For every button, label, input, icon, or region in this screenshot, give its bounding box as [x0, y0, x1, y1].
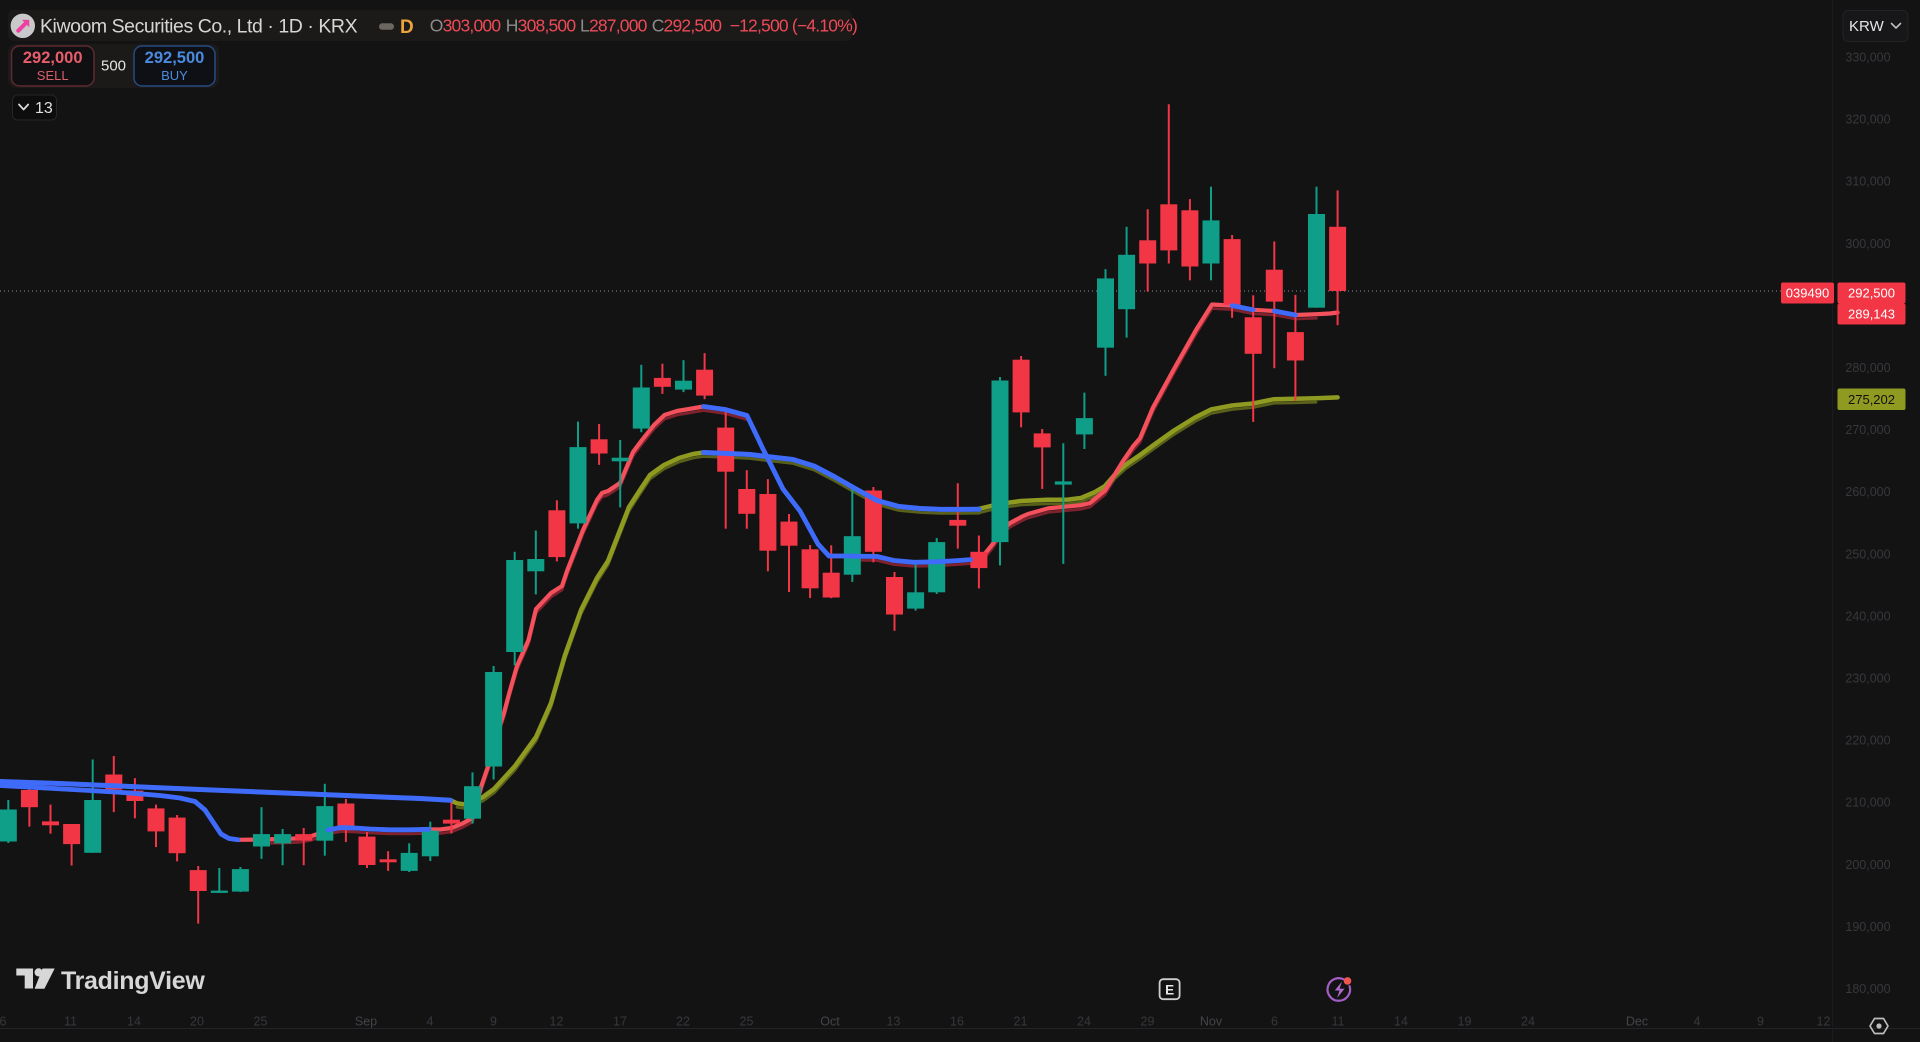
svg-text:289,143: 289,143 — [1848, 307, 1895, 322]
svg-text:12: 12 — [550, 1015, 564, 1029]
svg-text:Kiwoom Securities Co., Ltd · 1: Kiwoom Securities Co., Ltd · 1D · KRX — [40, 16, 358, 38]
svg-text:H308,500: H308,500 — [506, 16, 577, 36]
svg-text:292,000: 292,000 — [23, 49, 83, 67]
svg-text:190,000: 190,000 — [1845, 920, 1890, 934]
svg-text:4: 4 — [427, 1015, 434, 1029]
svg-text:25: 25 — [254, 1015, 268, 1029]
svg-text:TradingView: TradingView — [61, 967, 205, 995]
svg-text:13: 13 — [887, 1015, 901, 1029]
svg-text:220,000: 220,000 — [1845, 734, 1890, 748]
svg-text:6: 6 — [1271, 1015, 1278, 1029]
svg-text:230,000: 230,000 — [1845, 672, 1890, 686]
svg-text:22: 22 — [676, 1015, 690, 1029]
svg-text:500: 500 — [101, 58, 126, 75]
svg-text:270,000: 270,000 — [1845, 423, 1890, 437]
svg-text:21: 21 — [1014, 1015, 1028, 1029]
svg-text:210,000: 210,000 — [1845, 796, 1890, 810]
svg-text:14: 14 — [127, 1015, 141, 1029]
svg-text:180,000: 180,000 — [1845, 982, 1890, 996]
svg-text:Oct: Oct — [820, 1015, 840, 1029]
svg-text:6: 6 — [0, 1015, 7, 1029]
svg-text:29: 29 — [1141, 1015, 1155, 1029]
svg-text:4: 4 — [1694, 1015, 1701, 1029]
svg-text:300,000: 300,000 — [1845, 237, 1890, 251]
svg-text:−12,500 (−4.10%): −12,500 (−4.10%) — [730, 16, 857, 36]
svg-text:260,000: 260,000 — [1845, 485, 1890, 499]
svg-text:20: 20 — [190, 1015, 204, 1029]
svg-text:E: E — [1165, 983, 1174, 998]
svg-text:292,500: 292,500 — [1848, 286, 1895, 301]
svg-text:Dec: Dec — [1626, 1015, 1648, 1029]
svg-text:19: 19 — [1458, 1015, 1472, 1029]
svg-text:L287,000: L287,000 — [580, 16, 648, 36]
svg-text:14: 14 — [1394, 1015, 1408, 1029]
svg-text:310,000: 310,000 — [1845, 175, 1890, 189]
svg-text:SELL: SELL — [37, 68, 69, 83]
svg-text:Nov: Nov — [1200, 1015, 1223, 1029]
svg-text:320,000: 320,000 — [1845, 113, 1890, 127]
svg-text:C292,500: C292,500 — [652, 16, 723, 36]
svg-text:11: 11 — [64, 1015, 77, 1029]
svg-text:9: 9 — [1757, 1015, 1764, 1029]
svg-text:292,500: 292,500 — [145, 49, 205, 67]
svg-text:KRW: KRW — [1849, 18, 1885, 35]
svg-text:25: 25 — [740, 1015, 754, 1029]
svg-text:16: 16 — [950, 1015, 964, 1029]
svg-text:13: 13 — [35, 100, 53, 117]
svg-text:9: 9 — [490, 1015, 497, 1029]
svg-text:240,000: 240,000 — [1845, 609, 1890, 623]
svg-text:BUY: BUY — [161, 68, 188, 83]
svg-text:330,000: 330,000 — [1845, 51, 1890, 65]
svg-text:24: 24 — [1077, 1015, 1091, 1029]
svg-text:24: 24 — [1521, 1015, 1535, 1029]
svg-text:200,000: 200,000 — [1845, 858, 1890, 872]
svg-text:O303,000: O303,000 — [430, 16, 502, 36]
svg-text:250,000: 250,000 — [1845, 547, 1890, 561]
svg-text:275,202: 275,202 — [1848, 392, 1895, 407]
svg-text:17: 17 — [613, 1015, 627, 1029]
svg-text:11: 11 — [1332, 1015, 1345, 1029]
svg-text:Sep: Sep — [355, 1015, 377, 1029]
svg-text:D: D — [400, 17, 414, 38]
svg-text:12: 12 — [1817, 1015, 1831, 1029]
svg-text:039490: 039490 — [1786, 286, 1829, 301]
svg-text:280,000: 280,000 — [1845, 361, 1890, 375]
